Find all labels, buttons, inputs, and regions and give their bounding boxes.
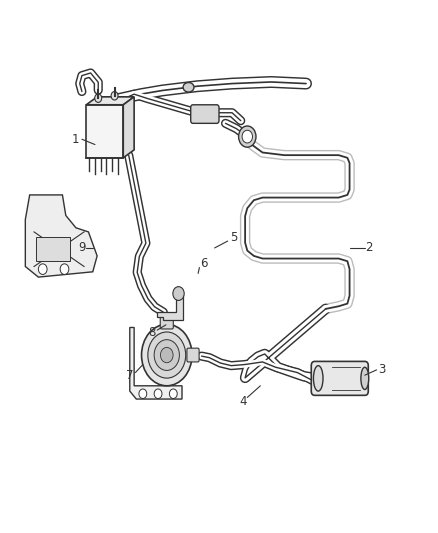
Text: 6: 6: [200, 257, 208, 270]
Circle shape: [239, 126, 256, 147]
Text: 4: 4: [239, 395, 247, 408]
Polygon shape: [157, 294, 183, 320]
Polygon shape: [86, 105, 123, 158]
Polygon shape: [25, 195, 97, 277]
Ellipse shape: [183, 83, 194, 92]
FancyBboxPatch shape: [160, 314, 173, 329]
FancyBboxPatch shape: [191, 105, 219, 123]
Circle shape: [111, 92, 118, 100]
Circle shape: [60, 264, 69, 274]
Ellipse shape: [361, 367, 369, 390]
Polygon shape: [130, 327, 182, 399]
FancyBboxPatch shape: [187, 348, 199, 362]
Circle shape: [139, 389, 147, 399]
Circle shape: [154, 340, 180, 370]
Text: 9: 9: [78, 241, 86, 254]
Circle shape: [160, 348, 173, 363]
Circle shape: [242, 130, 253, 143]
Circle shape: [173, 287, 184, 301]
Circle shape: [39, 264, 47, 274]
Polygon shape: [123, 97, 134, 158]
FancyBboxPatch shape: [311, 361, 368, 395]
FancyBboxPatch shape: [36, 237, 70, 261]
Polygon shape: [86, 97, 134, 105]
Text: 1: 1: [72, 133, 79, 146]
Ellipse shape: [314, 366, 323, 391]
Circle shape: [154, 389, 162, 399]
Text: 5: 5: [230, 231, 238, 244]
Text: 8: 8: [148, 326, 155, 340]
Circle shape: [170, 389, 177, 399]
Circle shape: [148, 332, 186, 378]
Text: 3: 3: [378, 364, 386, 376]
Circle shape: [95, 94, 102, 102]
Text: 7: 7: [126, 369, 134, 382]
Text: 2: 2: [365, 241, 373, 254]
Circle shape: [141, 324, 192, 386]
